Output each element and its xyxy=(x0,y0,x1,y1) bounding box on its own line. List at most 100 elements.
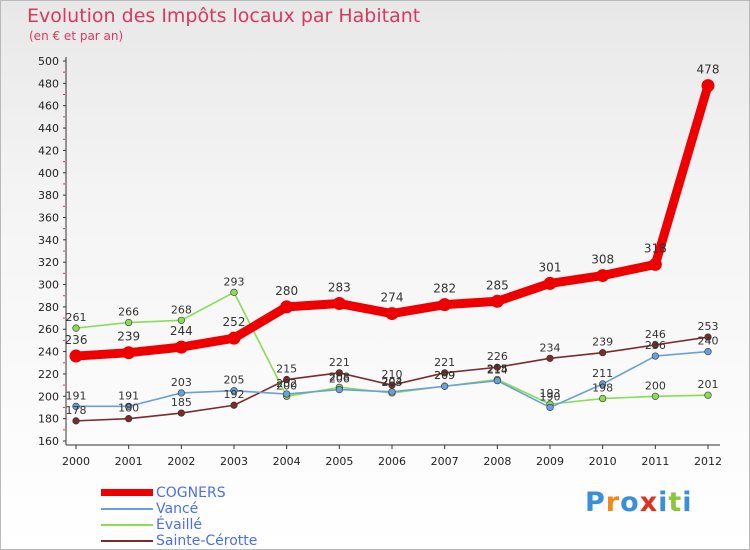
y-tick-label: 420 xyxy=(38,144,59,157)
data-label-0: 244 xyxy=(170,324,193,338)
data-point-3 xyxy=(72,417,80,425)
data-point-0 xyxy=(596,269,610,283)
data-label-2: 261 xyxy=(66,311,87,324)
data-point-3 xyxy=(441,369,449,377)
x-tick-label: 2007 xyxy=(431,455,459,468)
data-label-3: 215 xyxy=(276,363,297,376)
y-tick-label: 280 xyxy=(38,301,59,314)
x-tick-label: 2009 xyxy=(536,455,564,468)
data-point-1 xyxy=(177,389,185,397)
data-point-3 xyxy=(125,415,133,423)
data-point-2 xyxy=(704,391,712,399)
data-point-3 xyxy=(546,354,554,362)
data-point-1 xyxy=(388,388,396,396)
data-label-3: 239 xyxy=(592,336,613,349)
logo-letter: P xyxy=(585,487,606,518)
data-label-2: 208 xyxy=(329,370,350,383)
data-label-2: 198 xyxy=(592,382,613,395)
y-tick-label: 260 xyxy=(38,323,59,336)
data-label-3: 234 xyxy=(540,341,561,354)
data-point-2 xyxy=(230,288,238,296)
legend-swatch-cogners xyxy=(101,489,153,496)
data-point-1 xyxy=(283,390,291,398)
legend-swatch-vance xyxy=(101,508,153,510)
data-point-1 xyxy=(335,385,343,394)
data-label-1: 190 xyxy=(540,390,561,403)
data-label-1: 206 xyxy=(329,373,350,386)
data-label-2: 193 xyxy=(540,387,561,400)
data-label-0: 252 xyxy=(223,315,246,329)
data-label-2: 266 xyxy=(118,306,139,319)
data-point-0 xyxy=(490,294,504,308)
data-point-1 xyxy=(651,352,659,360)
data-labels-layer: 236 239 244 252 280 283 274 282 285 301 308 318 478 1… xyxy=(65,63,720,417)
data-label-3: 192 xyxy=(224,388,245,401)
data-point-1 xyxy=(704,347,712,356)
data-point-1 xyxy=(493,377,501,385)
legend-label-evaille: Évaillé xyxy=(156,517,202,533)
data-point-3 xyxy=(651,341,659,349)
data-label-0: 274 xyxy=(381,291,404,305)
x-tick-label: 2005 xyxy=(325,455,353,468)
data-point-1 xyxy=(441,382,449,390)
legend-swatch-sainte-cerotte xyxy=(101,540,153,542)
y-tick-label: 160 xyxy=(38,435,59,448)
data-label-3: 226 xyxy=(487,350,508,363)
logo-letter: o xyxy=(620,487,640,518)
data-label-1: 209 xyxy=(434,369,455,382)
data-label-3: 253 xyxy=(698,320,719,333)
data-point-0 xyxy=(332,297,346,311)
data-label-0: 285 xyxy=(486,278,509,292)
y-tick-label: 180 xyxy=(38,413,59,426)
data-label-0: 283 xyxy=(328,281,351,295)
data-label-3: 210 xyxy=(382,368,403,381)
data-label-0: 280 xyxy=(275,284,298,298)
x-tick-label: 2002 xyxy=(167,455,195,468)
logo-letter: i xyxy=(658,487,669,518)
data-label-1: 191 xyxy=(118,389,139,402)
y-tick-label: 400 xyxy=(38,167,59,180)
logo-letter: r xyxy=(605,487,621,518)
data-point-0 xyxy=(280,300,294,314)
data-point-3 xyxy=(230,401,238,409)
y-tick-label: 300 xyxy=(38,279,59,292)
x-tick-label: 2000 xyxy=(62,455,90,468)
x-tick-label: 2001 xyxy=(115,455,143,468)
x-tick-label: 2008 xyxy=(483,455,511,468)
y-tick-label: 200 xyxy=(38,390,59,403)
y-tick-label: 500 xyxy=(38,55,59,68)
logo-letter: i xyxy=(682,487,693,518)
x-tick-label: 2012 xyxy=(694,455,722,468)
data-label-2: 200 xyxy=(276,379,297,392)
data-label-0: 239 xyxy=(117,330,140,344)
data-point-0 xyxy=(122,346,136,360)
data-point-0 xyxy=(227,331,241,345)
data-point-3 xyxy=(599,349,607,357)
data-label-1: 211 xyxy=(592,367,613,380)
y-tick-label: 320 xyxy=(38,256,59,269)
legend-swatch-evaille xyxy=(101,524,153,526)
y-tick-label: 220 xyxy=(38,368,59,381)
data-point-3 xyxy=(704,333,712,341)
y-tick-label: 240 xyxy=(38,346,59,359)
chart-title: Evolution des Impôts locaux par Habitant xyxy=(27,5,421,27)
data-point-0 xyxy=(69,349,83,363)
data-point-1 xyxy=(72,402,80,410)
data-label-0: 318 xyxy=(644,241,667,255)
x-tick-label: 2011 xyxy=(641,455,669,468)
data-point-0 xyxy=(438,298,452,312)
data-point-2 xyxy=(125,318,133,327)
data-label-1: 202 xyxy=(276,377,297,390)
y-tick-label: 480 xyxy=(38,77,59,90)
legend-label-cogners: COGNERS xyxy=(156,485,226,501)
chart-subtitle: (en € et par an) xyxy=(29,29,124,43)
data-point-1 xyxy=(125,402,133,410)
data-point-3 xyxy=(283,375,291,384)
logo-letter: x xyxy=(639,487,659,518)
data-label-0: 301 xyxy=(539,260,562,274)
data-label-1: 191 xyxy=(66,389,87,402)
data-label-2: 293 xyxy=(224,275,245,288)
data-label-0: 308 xyxy=(591,253,614,267)
series-layer xyxy=(69,79,715,425)
